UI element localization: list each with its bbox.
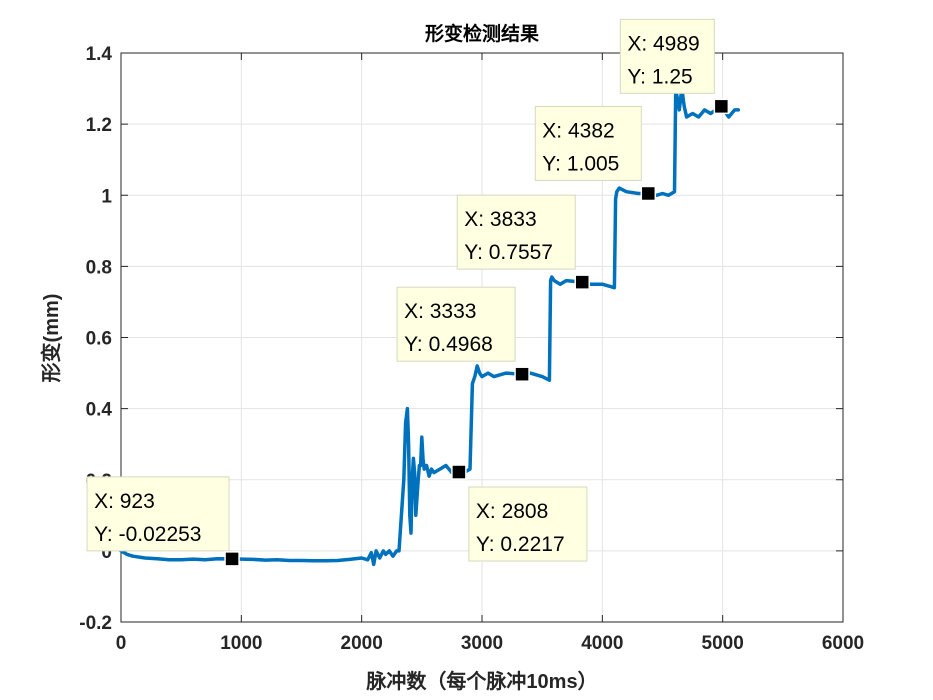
datatip[interactable]: X: 2808 Y: 0.2217 [451, 464, 588, 562]
datatip-x-label: X: 3833 [464, 208, 536, 231]
y-axis-title: 形变(mm) [39, 294, 63, 383]
datatip-x-label: X: 2808 [476, 500, 548, 523]
datatip-y-label: Y: 0.2217 [476, 533, 565, 556]
y-tick-label: 0.8 [86, 257, 112, 278]
datatip[interactable]: X: 3833 Y: 0.7557 [456, 194, 590, 290]
datatip-y-label: Y: 0.4968 [404, 333, 493, 356]
datatip-y-label: Y: -0.02253 [94, 523, 201, 546]
datatips[interactable]: X: 923 Y: -0.02253 X: 2808 Y: 0.2217 X: 3333… [86, 18, 730, 567]
datatip-marker[interactable] [514, 366, 530, 382]
x-axis-title: 脉冲数（每个脉冲10ms） [365, 669, 597, 693]
datatip[interactable]: X: 923 Y: -0.02253 [86, 476, 240, 567]
datatip-y-label: Y: 1.005 [542, 152, 619, 175]
axis-ticks: 0100020003000400050006000-0.200.20.40.60… [79, 44, 864, 654]
x-tick-label: 1000 [220, 633, 262, 654]
datatip[interactable]: X: 3333 Y: 0.4968 [396, 286, 530, 382]
datatip-y-label: Y: 0.7557 [464, 241, 553, 264]
x-tick-label: 2000 [341, 633, 383, 654]
datatip-y-label: Y: 1.25 [627, 65, 692, 88]
x-tick-label: 0 [116, 633, 127, 654]
datatip-marker[interactable] [574, 274, 590, 290]
datatip-marker[interactable] [640, 185, 657, 202]
x-tick-label: 5000 [702, 633, 744, 654]
y-tick-label: 1.2 [86, 115, 112, 136]
x-tick-label: 3000 [461, 633, 503, 654]
datatip-x-label: X: 4989 [627, 32, 699, 55]
datatip-x-label: X: 3333 [404, 300, 476, 323]
y-tick-label: -0.2 [79, 613, 112, 634]
x-tick-label: 4000 [581, 633, 623, 654]
datatip-box [468, 486, 588, 562]
y-tick-label: 1.4 [86, 44, 113, 65]
chart-title: 形变检测结果 [425, 22, 539, 45]
datatip-box [396, 286, 516, 362]
y-tick-label: 0 [101, 542, 112, 563]
datatip-box [619, 18, 715, 94]
datatip-box [534, 105, 642, 181]
datatip-box [86, 476, 230, 552]
y-tick-label: 0.6 [86, 329, 112, 350]
datatip-marker[interactable] [451, 464, 467, 480]
x-tick-label: 6000 [822, 633, 864, 654]
datatip-x-label: X: 4382 [542, 119, 614, 142]
datatip-marker[interactable] [224, 551, 240, 567]
datatip-marker[interactable] [713, 98, 730, 115]
datatip-x-label: X: 923 [94, 490, 155, 513]
datatip[interactable]: X: 4382 Y: 1.005 [534, 105, 657, 202]
datatip[interactable]: X: 4989 Y: 1.25 [619, 18, 730, 115]
y-tick-label: 0.4 [86, 400, 113, 421]
y-tick-label: 1 [101, 186, 112, 207]
datatip-box [456, 194, 576, 270]
